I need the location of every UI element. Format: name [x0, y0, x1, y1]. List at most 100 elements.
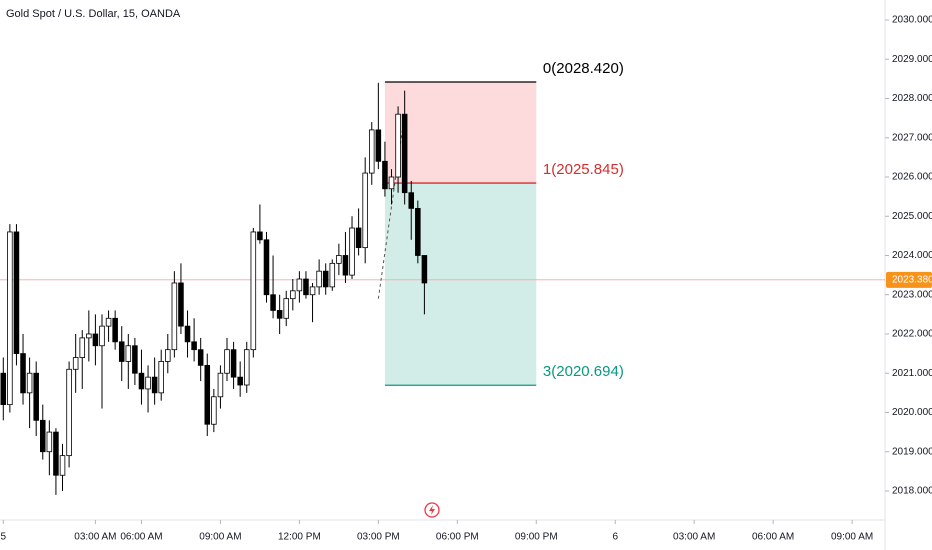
x-tick-label: 12:00 PM: [278, 532, 321, 543]
candle-body: [224, 349, 230, 374]
candle-body: [125, 345, 132, 362]
candle-body: [382, 160, 388, 190]
y-tick-label: 2018.000: [892, 486, 932, 497]
x-tick-label: 06:00 AM: [120, 532, 162, 543]
candle-body: [276, 310, 283, 319]
candle-body: [204, 364, 211, 425]
plot: 0(2028.420) 1(2025.845) 3(2020.694): [0, 60, 885, 495]
x-tick-label: 06:00 AM: [752, 532, 794, 543]
candle-body: [395, 113, 401, 178]
candle-body: [336, 255, 342, 264]
y-tick-label: 2030.000: [892, 15, 932, 26]
candle-body: [33, 372, 39, 421]
x-tick-label: 09:00 AM: [199, 532, 241, 543]
profit-zone: [384, 183, 537, 386]
y-tick-label: 2024.000: [892, 250, 932, 261]
candle-body: [316, 270, 322, 288]
candle-body: [13, 231, 20, 354]
candle-body: [388, 176, 395, 190]
candle-body: [86, 333, 92, 339]
candle-body: [145, 376, 151, 390]
candle-body: [270, 294, 276, 311]
x-tick-label: 06:00 PM: [436, 532, 479, 543]
candle-body: [217, 372, 224, 398]
candle-body: [20, 353, 26, 394]
candle-body: [66, 368, 72, 457]
candle-body: [368, 129, 375, 174]
candle-body: [53, 431, 59, 476]
y-tick-label: 2019.000: [892, 446, 932, 457]
loss-zone: [384, 82, 537, 184]
x-tick-label: 03:00 AM: [673, 532, 715, 543]
y-tick-label: 2028.000: [892, 93, 932, 104]
candle-body: [243, 349, 250, 386]
last-price-label: 2023.380: [892, 274, 932, 285]
candle-body: [296, 278, 303, 292]
candle-body: [92, 333, 99, 347]
x-tick-label: 09:00 AM: [831, 532, 873, 543]
candle-body: [40, 419, 46, 453]
candle-body: [191, 341, 197, 351]
y-tick-label: 2025.000: [892, 211, 932, 222]
candle-body: [290, 290, 296, 300]
candle-body: [375, 129, 382, 162]
candle-body: [118, 341, 125, 362]
event-icon[interactable]: [424, 502, 440, 518]
candle-body: [7, 231, 13, 406]
y-tick-label: 2023.000: [892, 289, 932, 300]
level-label: 1(2025.845): [543, 161, 624, 178]
level-label: 3(2020.694): [543, 363, 624, 380]
candle-body: [415, 207, 421, 256]
y-tick-label: 2021.000: [892, 368, 932, 379]
last-price-tag: [886, 271, 932, 288]
x-tick-label: 5: [1, 532, 7, 543]
y-tick-label: 2020.000: [892, 407, 932, 418]
candle-body: [237, 376, 243, 386]
candle-body: [211, 396, 217, 425]
y-tick-label: 2022.000: [892, 329, 932, 340]
candle-body: [132, 345, 138, 374]
candle-body: [408, 192, 415, 209]
x-tick-label: 03:00 PM: [357, 532, 400, 543]
candle-body: [158, 361, 164, 394]
candle-body: [230, 349, 237, 378]
candle-body: [322, 270, 329, 288]
candle-body: [303, 278, 309, 296]
candle-body: [329, 262, 336, 288]
candle-body: [151, 376, 158, 394]
candle-body: [263, 239, 270, 296]
candle-body: [349, 227, 355, 276]
x-tick-label: 6: [612, 532, 618, 543]
y-tick-label: 2029.000: [892, 54, 932, 65]
candle-body: [257, 231, 263, 241]
candle-body: [309, 286, 316, 296]
candle-body: [46, 431, 53, 453]
candle-body: [401, 113, 408, 194]
candle-body: [59, 455, 66, 476]
y-tick-label: 2026.000: [892, 172, 932, 183]
candle-body: [105, 317, 112, 327]
candle-body: [355, 227, 362, 249]
candle-body: [0, 372, 7, 406]
candle-body: [79, 337, 86, 358]
y-tick-label: 2027.000: [892, 132, 932, 143]
candle-body: [112, 317, 118, 343]
candle-body: [184, 325, 191, 343]
level-label: 0(2028.420): [543, 60, 624, 77]
candle-body: [165, 349, 171, 362]
trend-line: [377, 114, 406, 299]
candle-body: [178, 282, 184, 327]
candle-body: [421, 255, 428, 284]
candle-body: [197, 349, 204, 366]
x-tick-label: 03:00 AM: [74, 532, 116, 543]
candle-body: [362, 172, 368, 249]
candle-body: [342, 255, 349, 276]
candle-body: [99, 325, 105, 347]
x-tick-label: 09:00 PM: [515, 532, 558, 543]
candle-body: [171, 282, 178, 351]
candle-body: [250, 231, 257, 351]
candle-body: [26, 372, 33, 394]
chart-title: Gold Spot / U.S. Dollar, 15, OANDA: [6, 8, 181, 20]
